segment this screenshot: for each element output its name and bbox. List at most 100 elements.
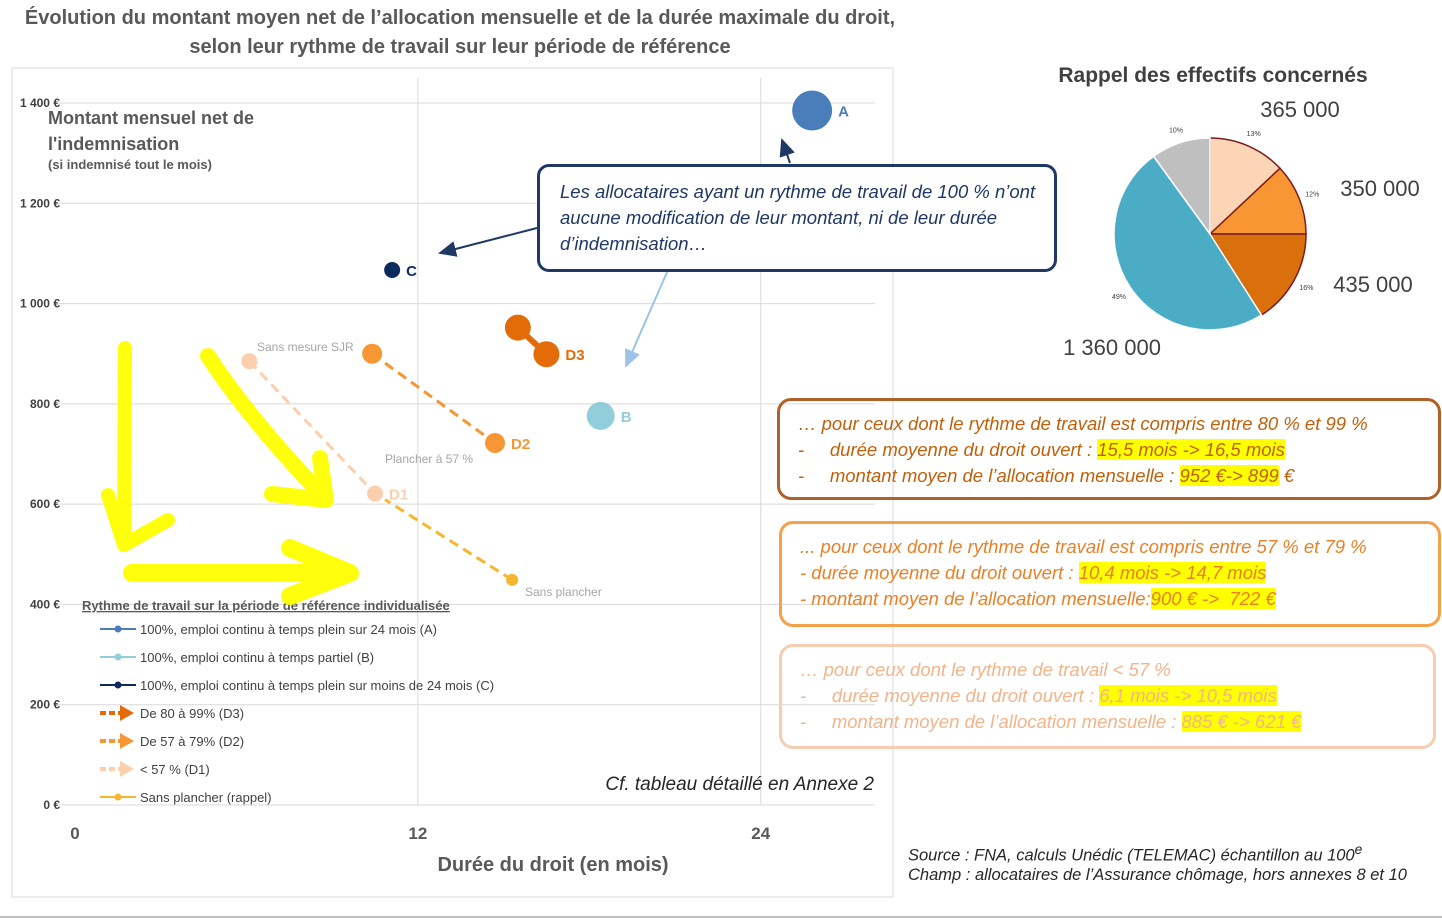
- point-label: A: [838, 104, 849, 121]
- chart-frame: [11, 67, 894, 898]
- legend-marker: [114, 681, 122, 689]
- annotation: Sans mesure SJR: [257, 340, 354, 354]
- legend-marker: [120, 705, 134, 721]
- y-axis-subtitle: (si indemnisé tout le mois): [48, 157, 212, 172]
- box-highlight: 10,4 mois -> 14,7 mois: [1078, 562, 1267, 583]
- box-line: - durée moyenne du droit ouvert : 10,4 m…: [800, 560, 1420, 586]
- legend-marker: [114, 653, 122, 661]
- box-highlight: 885 € -> 621 €: [1181, 711, 1302, 732]
- summary-box: ... pour ceux dont le rythme de travail …: [779, 521, 1441, 627]
- scribble: [101, 341, 175, 552]
- box-line: … pour ceux dont le rythme de travail es…: [798, 411, 1420, 437]
- note: Cf. tableau détaillé en Annexe 2: [605, 774, 874, 795]
- x-tick-label: 24: [751, 824, 770, 843]
- legend-label: De 57 à 79% (D2): [140, 734, 244, 749]
- point-label: B: [621, 409, 632, 426]
- floor-arrow: [384, 498, 513, 582]
- arrow: [779, 138, 795, 164]
- box-highlight: 6,1 mois -> 10,5 mois: [1099, 685, 1277, 706]
- pie-slice: [1152, 137, 1211, 237]
- scribble: [123, 539, 359, 605]
- box-line: - montant moyen de l’allocation mensuell…: [798, 463, 1420, 489]
- pie-slice: [1113, 155, 1263, 331]
- box-text: €: [1278, 465, 1295, 486]
- box-text: - durée moyenne du droit ouvert :: [800, 685, 1100, 706]
- legend-marker: [114, 625, 122, 633]
- y-tick-label: 400 €: [30, 597, 60, 611]
- arrow: [625, 269, 669, 368]
- box-line: - montant moyen de l’allocation mensuell…: [800, 709, 1415, 735]
- point: [533, 341, 560, 368]
- x-axis-title: Durée du droit (en mois): [437, 854, 668, 876]
- y-tick-label: 800 €: [30, 397, 60, 411]
- y-tick-label: 1 400 €: [20, 96, 60, 110]
- box-line: … pour ceux dont le rythme de travail < …: [800, 657, 1415, 683]
- point: [384, 261, 401, 278]
- pie-slice: [1208, 233, 1307, 317]
- legend-label: De 80 à 99% (D3): [140, 706, 244, 721]
- annotation: Sans plancher: [525, 585, 602, 599]
- box-line: ... pour ceux dont le rythme de travail …: [800, 534, 1420, 560]
- point: [362, 343, 383, 364]
- point: [504, 314, 531, 341]
- pie-percent-label: 12%: [1305, 192, 1319, 199]
- y-axis-title: Montant mensuel net de l'indemnisation: [48, 108, 255, 154]
- box-line: - montant moyen de l’allocation mensuell…: [800, 586, 1420, 612]
- callout-arrows: [438, 138, 795, 368]
- annotation: Plancher à 57 %: [385, 452, 473, 466]
- y-tick-label: 200 €: [30, 698, 60, 712]
- point: [367, 485, 383, 502]
- y-tick-label: 1 200 €: [20, 196, 60, 210]
- pie-percent-label: 10%: [1169, 127, 1183, 134]
- pie-slice: [1209, 137, 1282, 236]
- source-text: Source : FNA, calculs Unédic (TELEMAC) é…: [908, 846, 1355, 865]
- legend-label: Sans plancher (rappel): [140, 790, 272, 805]
- summary-box: … pour ceux dont le rythme de travail < …: [779, 644, 1436, 749]
- box-highlight: 15,5 mois -> 16,5 mois: [1097, 439, 1285, 460]
- legend-label: 100%, emploi continu à temps partiel (B): [140, 650, 374, 665]
- point: [586, 401, 615, 430]
- source-sup: e: [1354, 842, 1363, 857]
- slide-title: Évolution du montant moyen net de l’allo…: [24, 7, 896, 58]
- box-line: - durée moyenne du droit ouvert : 6,1 mo…: [800, 683, 1415, 709]
- legend-label: < 57 % (D1): [140, 762, 210, 777]
- pie-count-label: 435 000: [1333, 272, 1413, 297]
- highlighter-scribbles: [101, 341, 359, 605]
- y-tick-label: 1 000 €: [20, 297, 60, 311]
- point: [241, 353, 258, 370]
- x-tick-label: 12: [408, 824, 427, 843]
- box-text: - montant moyen de l’allocation mensuell…: [800, 588, 1151, 609]
- box-text: - montant moyen de l’allocation mensuell…: [798, 465, 1180, 486]
- box-text: - durée moyenne du droit ouvert :: [800, 562, 1079, 583]
- pie-percent-label: 49%: [1112, 294, 1126, 301]
- point-label: D3: [565, 347, 584, 364]
- box-text: - montant moyen de l’allocation mensuell…: [800, 711, 1182, 732]
- point: [792, 90, 833, 131]
- callout: Les allocataires ayant un rythme de trav…: [537, 164, 1057, 272]
- arrow: [438, 227, 538, 257]
- pie-title: Rappel des effectifs concernés: [1058, 64, 1367, 87]
- pie-slice: [1208, 167, 1307, 235]
- box-line: - durée moyenne du droit ouvert : 15,5 m…: [798, 437, 1420, 463]
- pie-percent-label: 16%: [1299, 285, 1313, 292]
- plot-area: 0 € 200 € 400 € 600 € 800 € 1 000 € 1 200 € 1 4…: [20, 78, 875, 876]
- series-line: [371, 352, 496, 445]
- box-highlight: 900 € -> 722 €: [1150, 588, 1276, 609]
- pie-percent-label: 13%: [1247, 131, 1261, 138]
- box-highlight: 952 €-> 899: [1179, 465, 1279, 486]
- point: [485, 432, 505, 453]
- champ: Champ : allocataires de l’Assurance chôm…: [908, 866, 1407, 884]
- legend-marker: [120, 733, 134, 749]
- pie-count-label: 365 000: [1260, 97, 1340, 122]
- point-label: D2: [511, 436, 530, 453]
- legend-marker: [114, 793, 122, 801]
- legend-marker: [120, 761, 134, 777]
- pie-count-label: 1 360 000: [1063, 335, 1161, 360]
- point-label: C: [406, 263, 417, 280]
- legend-label: 100%, emploi continu à temps plein sur m…: [140, 678, 494, 693]
- box-text: … pour ceux dont le rythme de travail < …: [800, 659, 1171, 680]
- box-text: - durée moyenne du droit ouvert :: [798, 439, 1098, 460]
- y-tick-label: 600 €: [30, 497, 60, 511]
